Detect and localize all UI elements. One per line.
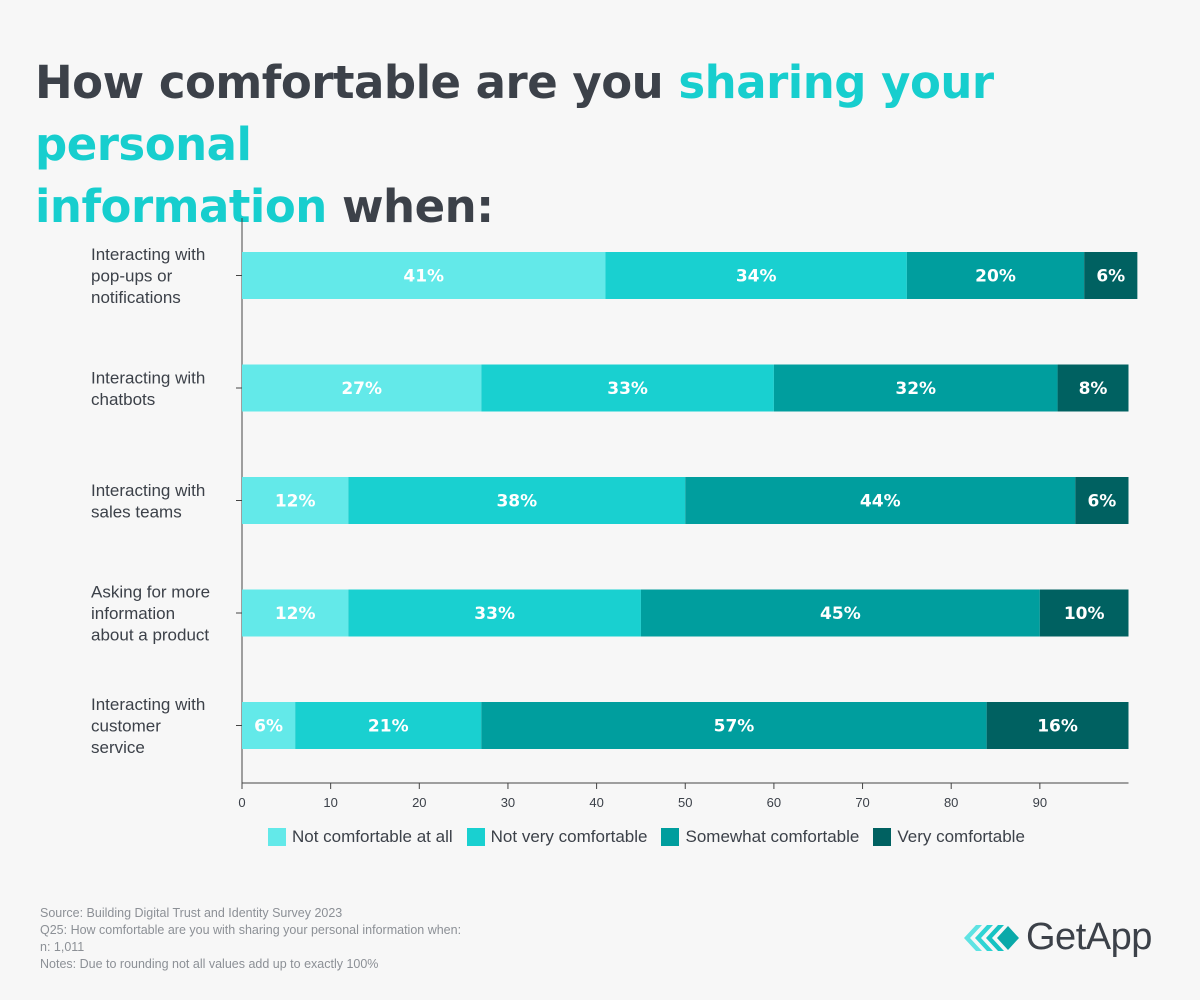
title-highlight1: sharing your personal (35, 56, 994, 171)
footer-question: Q25: How comfortable are you with sharin… (40, 923, 462, 937)
data-label: 38% (496, 492, 537, 512)
x-tick-label: 60 (767, 795, 781, 810)
data-label: 20% (975, 267, 1016, 287)
x-tick-label: 40 (589, 795, 603, 810)
bar-segment (605, 252, 907, 299)
data-label: 12% (275, 492, 316, 512)
bar-segment (242, 702, 296, 749)
legend-swatch (466, 828, 485, 846)
bar-segment (640, 589, 1040, 637)
data-label: 16% (1037, 717, 1078, 737)
bar-segment (1084, 252, 1138, 299)
legend-label: Somewhat comfortable (685, 827, 860, 846)
bar-segment (1057, 364, 1129, 412)
bar-segment (348, 477, 686, 524)
bar-segment (242, 477, 349, 524)
legend-item: Very comfortable (873, 827, 1025, 847)
category-label: Asking for more (91, 583, 210, 602)
category-label: pop-ups or (91, 267, 173, 286)
footer-source: Source: Building Digital Trust and Ident… (40, 906, 343, 920)
legend-item: Not comfortable at all (268, 827, 453, 847)
chart-title: How comfortable are you sharing your per… (35, 52, 1175, 238)
data-label: 32% (895, 379, 936, 399)
data-label: 45% (820, 604, 861, 624)
legend-label: Not comfortable at all (292, 827, 453, 846)
stacked-bar-chart: 0 10 20 30 40 50 60 70 80 90 Interacting with pop-u… (91, 218, 1138, 810)
getapp-logo-text: GetApp (1026, 916, 1152, 958)
data-label: 34% (736, 267, 777, 287)
category-label: notifications (91, 288, 181, 307)
bar-segment (481, 702, 987, 749)
legend-swatch (268, 828, 286, 846)
getapp-logo: GetApp (962, 916, 1152, 959)
legend-label: Very comfortable (897, 827, 1025, 846)
footer-notes-line: Notes: Due to rounding not all values ad… (40, 957, 379, 971)
data-label: 10% (1064, 604, 1105, 624)
legend-label: Not very comfortable (490, 827, 648, 846)
bar-segment (773, 364, 1058, 412)
x-tick-label: 30 (501, 795, 515, 810)
category-label: Interacting with (91, 368, 205, 387)
getapp-logo-icon (964, 924, 1019, 951)
chart-legend: Not comfortable at all Not very comfortab… (268, 824, 1039, 850)
title-highlight2: information (35, 180, 327, 233)
bar-segment (348, 589, 641, 637)
x-tick-label: 0 (238, 795, 245, 810)
legend-swatch (873, 828, 892, 846)
data-label: 33% (607, 379, 648, 399)
title-part1: How comfortable are you (35, 56, 679, 109)
legend-item: Not very comfortable (466, 827, 648, 847)
bar-segment (685, 477, 1076, 524)
data-label: 57% (714, 717, 755, 737)
x-tick-label: 20 (412, 795, 426, 810)
data-label: 44% (860, 492, 901, 512)
bar-segment (906, 252, 1085, 299)
legend-item: Somewhat comfortable (661, 827, 859, 847)
data-label: 41% (403, 267, 444, 287)
bar-segment (242, 589, 349, 637)
category-label: sales teams (91, 502, 182, 521)
category-label: Interacting with (91, 481, 205, 500)
data-label: 21% (368, 717, 409, 737)
footer-notes: Source: Building Digital Trust and Ident… (40, 905, 461, 973)
bar-segment (242, 364, 482, 412)
x-tick-label: 90 (1033, 795, 1047, 810)
x-tick-label: 50 (678, 795, 692, 810)
category-label: chatbots (91, 390, 155, 409)
data-label: 6% (254, 717, 283, 737)
category-label: about a product (91, 626, 209, 645)
data-label: 27% (341, 379, 382, 399)
data-label: 6% (1096, 267, 1125, 287)
bar-segment (986, 702, 1129, 749)
data-label: 6% (1087, 492, 1116, 512)
bar-segment (242, 252, 606, 299)
data-label: 33% (474, 604, 515, 624)
category-label: Interacting with (91, 245, 205, 264)
bar-segment (295, 702, 482, 749)
x-tick-label: 80 (944, 795, 958, 810)
title-part2: when: (326, 180, 494, 233)
bar-segment (1039, 589, 1129, 637)
data-label: 8% (1079, 379, 1108, 399)
category-label: Interacting with (91, 695, 205, 714)
x-tick-label: 10 (323, 795, 337, 810)
bar-segment (1075, 477, 1129, 524)
bar-segment (481, 364, 774, 412)
category-label: service (91, 738, 145, 757)
footer-sample-size: n: 1,011 (40, 940, 85, 954)
data-label: 12% (275, 604, 316, 624)
category-label: information (91, 604, 175, 623)
category-label: customer (91, 717, 161, 736)
x-tick-label: 70 (855, 795, 869, 810)
legend-swatch (661, 828, 680, 846)
